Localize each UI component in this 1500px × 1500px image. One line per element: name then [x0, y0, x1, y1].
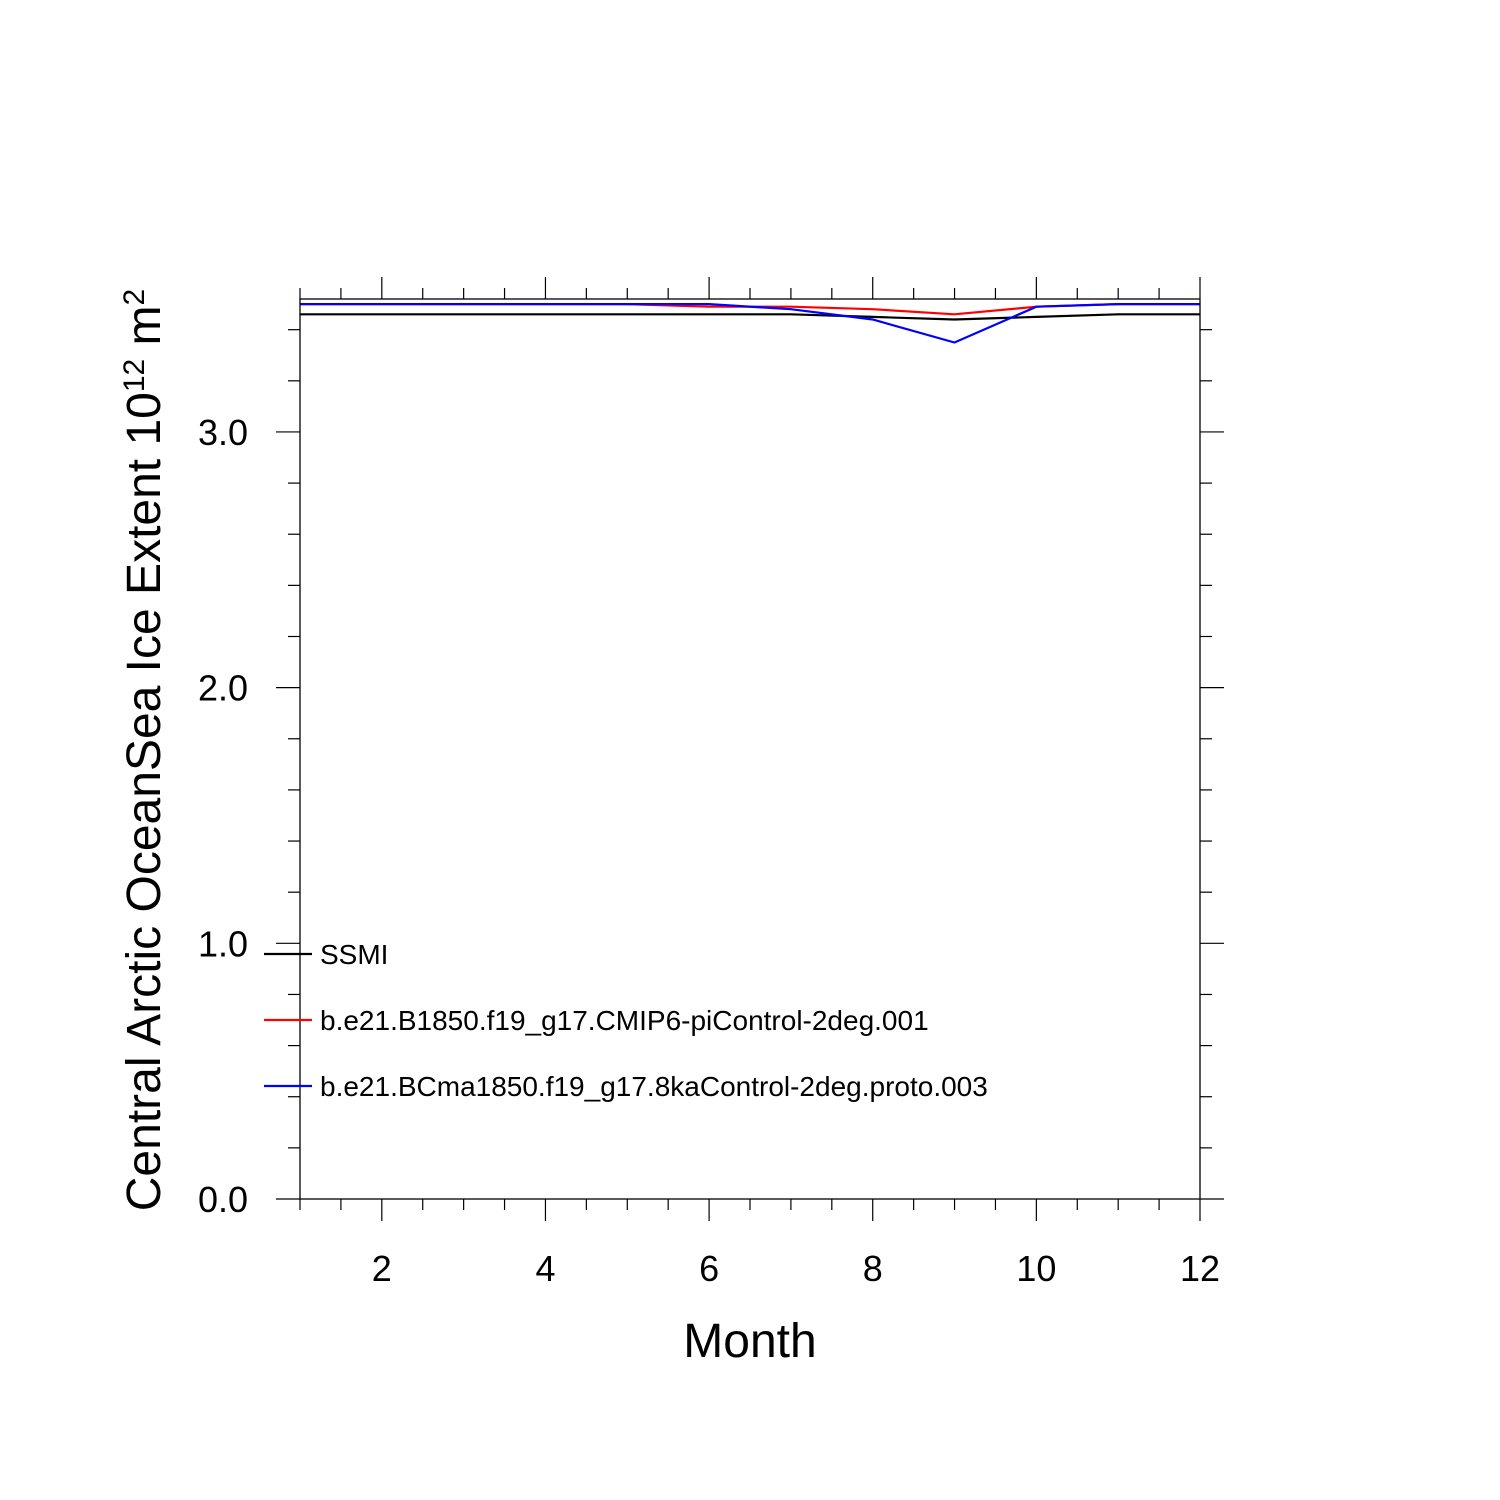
x-tick-label: 6	[699, 1248, 719, 1289]
legend-label: b.e21.B1850.f19_g17.CMIP6-piControl-2deg…	[320, 1005, 929, 1036]
series-layer	[300, 303, 1200, 344]
y-axis-title-unit: m	[118, 305, 171, 358]
y-axis-title-base: Central Arctic OceanSea Ice Extent 10	[118, 392, 171, 1211]
series-line	[300, 313, 1200, 321]
x-axis-title: Month	[683, 1315, 816, 1368]
y-tick-label: 2.0	[198, 668, 248, 709]
x-tick-label: 12	[1180, 1248, 1220, 1289]
legend-label: b.e21.BCma1850.f19_g17.8kaControl-2deg.p…	[320, 1071, 988, 1102]
y-axis-title-unit-exponent: 2	[118, 289, 151, 306]
legend-label: SSMI	[320, 939, 388, 970]
x-tick-label: 10	[1016, 1248, 1056, 1289]
y-axis-ticks: 0.0 1.0 2.0 3.0	[198, 329, 1224, 1220]
y-tick-label: 0.0	[198, 1179, 248, 1220]
x-tick-label: 8	[863, 1248, 883, 1289]
legend: SSMI b.e21.B1850.f19_g17.CMIP6-piControl-…	[264, 939, 988, 1102]
series-line	[300, 303, 1200, 344]
y-axis-title: Central Arctic OceanSea Ice Extent 1012 …	[118, 289, 172, 1211]
y-tick-label: 1.0	[198, 923, 248, 964]
y-axis-title-exponent: 12	[118, 359, 151, 392]
x-axis-ticks: 2 4 6 8 10 12	[299, 277, 1220, 1289]
x-tick-label: 4	[535, 1248, 555, 1289]
y-tick-label: 3.0	[198, 412, 248, 453]
x-tick-label: 2	[372, 1248, 392, 1289]
